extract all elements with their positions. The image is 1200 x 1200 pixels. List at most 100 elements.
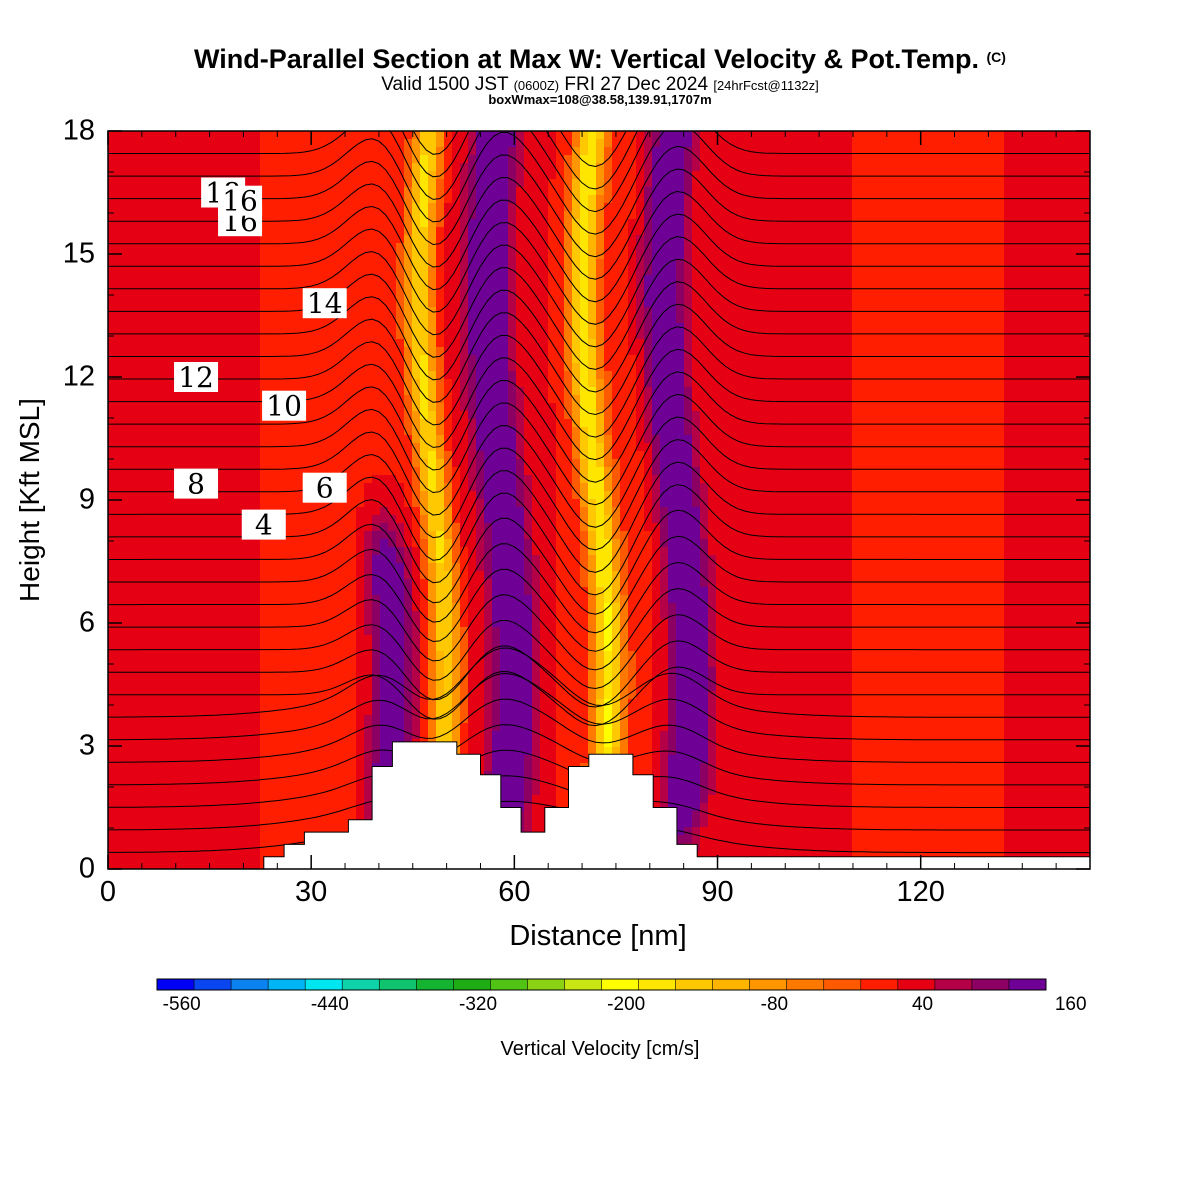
velocity-cell [324, 211, 333, 220]
velocity-cell [460, 499, 469, 508]
velocity-cell [372, 387, 381, 396]
velocity-cell [244, 459, 253, 468]
velocity-cell [508, 307, 517, 316]
velocity-cell [260, 267, 269, 276]
velocity-cell [308, 827, 317, 836]
velocity-cell [132, 523, 141, 532]
velocity-cell [500, 307, 509, 316]
velocity-cell [180, 171, 189, 180]
velocity-cell [516, 539, 525, 548]
velocity-cell [484, 275, 493, 284]
velocity-cell [172, 867, 181, 869]
velocity-cell [532, 499, 541, 508]
velocity-cell [492, 371, 501, 380]
velocity-cell [132, 283, 141, 292]
velocity-cell [364, 131, 373, 140]
velocity-cell [524, 547, 533, 556]
velocity-cell [180, 243, 189, 252]
velocity-cell [148, 275, 157, 284]
velocity-cell [436, 251, 445, 260]
velocity-cell [372, 699, 381, 708]
velocity-cell [260, 779, 269, 788]
velocity-cell [212, 595, 221, 604]
velocity-cell [212, 347, 221, 356]
velocity-cell [220, 739, 229, 748]
velocity-cell [156, 355, 165, 364]
velocity-cell [412, 243, 421, 252]
velocity-cell [228, 819, 237, 828]
velocity-cell [180, 683, 189, 692]
velocity-cell [164, 595, 173, 604]
velocity-cell [220, 691, 229, 700]
velocity-cell [324, 355, 333, 364]
velocity-cell [532, 283, 541, 292]
velocity-cell [428, 323, 437, 332]
velocity-cell [476, 483, 485, 492]
velocity-cell [516, 179, 525, 188]
velocity-cell [252, 595, 261, 604]
velocity-cell [476, 611, 485, 620]
velocity-cell [412, 443, 421, 452]
velocity-cell [180, 675, 189, 684]
velocity-cell [108, 267, 117, 276]
velocity-cell [380, 451, 389, 460]
velocity-cell [156, 611, 165, 620]
velocity-cell [164, 707, 173, 716]
velocity-cell [460, 291, 469, 300]
velocity-cell [444, 507, 453, 516]
velocity-cell [332, 427, 341, 436]
velocity-cell [204, 739, 213, 748]
velocity-cell [124, 731, 133, 740]
velocity-cell [172, 579, 181, 588]
velocity-cell [268, 347, 277, 356]
velocity-cell [116, 675, 125, 684]
velocity-cell [196, 723, 205, 732]
velocity-cell [340, 275, 349, 284]
velocity-cell [284, 499, 293, 508]
velocity-cell [148, 603, 157, 612]
velocity-cell [444, 715, 453, 724]
velocity-cell [292, 619, 301, 628]
velocity-cell [116, 331, 125, 340]
velocity-cell [340, 603, 349, 612]
velocity-cell [508, 587, 517, 596]
velocity-cell [116, 131, 125, 140]
velocity-cell [300, 739, 309, 748]
velocity-cell [244, 659, 253, 668]
velocity-cell [348, 427, 357, 436]
velocity-cell [148, 755, 157, 764]
velocity-cell [124, 619, 133, 628]
velocity-cell [444, 323, 453, 332]
velocity-cell [252, 323, 261, 332]
velocity-cell [428, 547, 437, 556]
velocity-cell [500, 387, 509, 396]
velocity-cell [284, 547, 293, 556]
velocity-cell [436, 155, 445, 164]
velocity-cell [436, 459, 445, 468]
velocity-cell [460, 659, 469, 668]
velocity-cell [204, 659, 213, 668]
velocity-cell [292, 203, 301, 212]
velocity-cell [476, 179, 485, 188]
velocity-cell [276, 571, 285, 580]
velocity-cell [116, 467, 125, 476]
velocity-cell [388, 715, 397, 724]
velocity-cell [204, 691, 213, 700]
velocity-cell [180, 651, 189, 660]
velocity-cell [156, 771, 165, 780]
velocity-cell [180, 611, 189, 620]
velocity-cell [332, 611, 341, 620]
velocity-cell [124, 475, 133, 484]
velocity-cell [348, 715, 357, 724]
velocity-cell [220, 627, 229, 636]
velocity-cell [484, 755, 493, 764]
velocity-cell [484, 635, 493, 644]
velocity-cell [492, 147, 501, 156]
velocity-cell [196, 803, 205, 812]
velocity-cell [148, 643, 157, 652]
velocity-cell [188, 507, 197, 516]
velocity-cell [156, 547, 165, 556]
velocity-cell [412, 139, 421, 148]
velocity-cell [436, 147, 445, 156]
velocity-cell [196, 611, 205, 620]
